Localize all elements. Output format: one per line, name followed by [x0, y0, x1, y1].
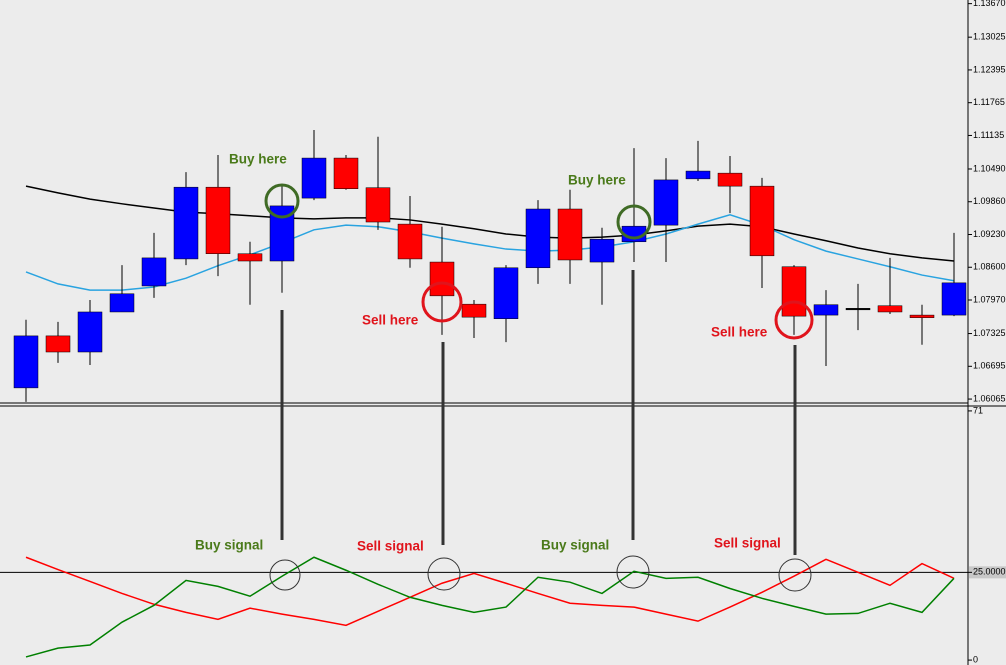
candle-body: [13, 335, 39, 389]
signal-circle: [616, 555, 650, 589]
signal-circle: [778, 558, 812, 592]
candle-body: [45, 335, 71, 353]
candle-body: [109, 293, 135, 313]
indicator-panel: 71 25.0000 0: [0, 405, 1006, 664]
candle-body: [717, 172, 743, 187]
candle-body: [397, 223, 423, 260]
candle-body: [877, 305, 903, 313]
buy-circle: [616, 204, 652, 240]
annotation: Buy here: [568, 173, 626, 188]
candle-body: [141, 257, 167, 287]
y-tick-label: 1.08600: [973, 262, 1006, 272]
y-tick-label: 1.06695: [973, 361, 1006, 371]
candle-body: [653, 179, 679, 226]
candle-body: [909, 314, 935, 318]
annotation: Sell here: [362, 313, 419, 328]
candle-body: [77, 311, 103, 353]
candle-body: [557, 208, 583, 261]
sell-circle: [421, 281, 463, 323]
highlight-circles: [264, 183, 814, 340]
annotation: Buy signal: [195, 538, 263, 553]
y-tick-label: 1.12395: [973, 64, 1006, 74]
candle-body: [173, 186, 199, 260]
candle-body: [941, 282, 967, 316]
y-tick-label: 1.07325: [973, 328, 1006, 338]
annotation: Buy here: [229, 152, 287, 167]
y-tick-label: 71: [973, 405, 983, 415]
candle-body: [333, 157, 359, 189]
signal-circle: [269, 559, 301, 591]
candle-body: [493, 267, 519, 319]
candle-body: [749, 185, 775, 257]
y-tick-label: 1.09860: [973, 196, 1006, 206]
candle-body: [429, 261, 455, 297]
indicator-line: [25, 556, 955, 658]
annotation: Buy signal: [541, 538, 609, 553]
candle-body: [205, 186, 231, 254]
candle-body: [845, 308, 871, 311]
signal-circle: [427, 557, 461, 591]
y-tick-label: 1.09230: [973, 229, 1006, 239]
candle-body: [685, 170, 711, 180]
candle-body: [301, 157, 327, 199]
y-tick-label: 1.13670: [973, 0, 1006, 8]
y-tick-label: 0: [973, 654, 978, 664]
signal-circles: [269, 555, 812, 592]
buy-circle: [264, 183, 300, 219]
sell-circle: [774, 300, 814, 340]
signal-connectors: [280, 270, 797, 555]
y-tick-label: 1.13025: [973, 32, 1006, 42]
annotation: Sell signal: [357, 539, 424, 554]
annotation: Sell here: [711, 325, 768, 340]
y-tick-label: 25.0000: [973, 567, 1006, 577]
price-panel: 1.13670 1.13025 1.12395 1.11765 1.11135 1.104…: [13, 0, 1006, 403]
candle-body: [237, 253, 263, 262]
candle-body: [365, 187, 391, 223]
candle-body: [813, 304, 839, 316]
y-tick-label: 1.11135: [973, 130, 1004, 140]
candle-body: [525, 208, 551, 269]
y-tick-label: 1.11765: [973, 97, 1005, 107]
candle-body: [461, 303, 487, 318]
candle-body: [781, 266, 807, 317]
y-tick-label: 1.07970: [973, 294, 1006, 304]
annotation: Sell signal: [714, 536, 781, 551]
moving-average: [25, 213, 955, 291]
indicator-line: [25, 556, 955, 627]
y-tick-label: 1.10490: [973, 163, 1006, 173]
y-tick-label: 1.06065: [973, 393, 1006, 403]
level-label-box: [969, 566, 1006, 579]
candle-body: [589, 238, 615, 263]
